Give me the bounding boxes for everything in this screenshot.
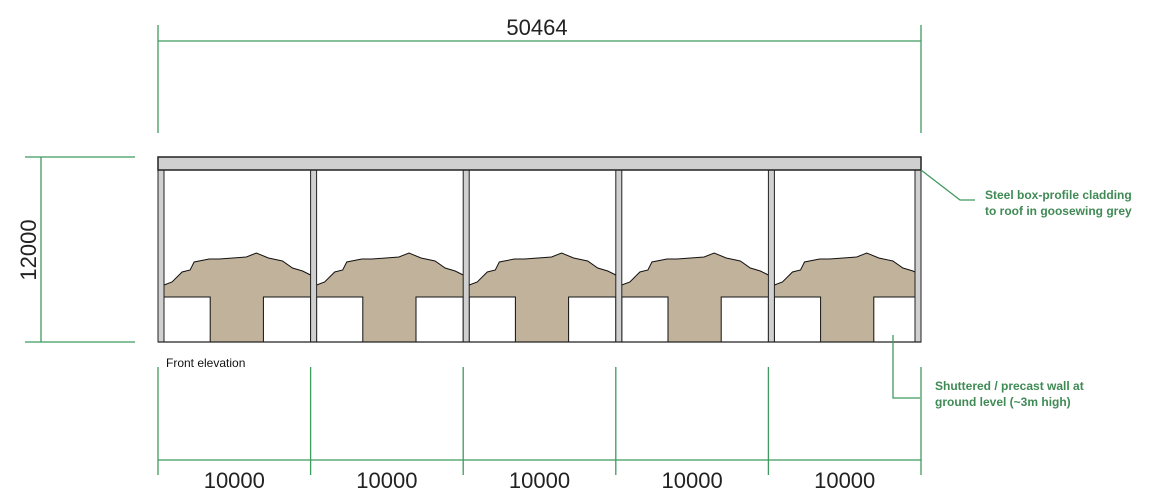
column	[767, 169, 775, 343]
annotation: Shuttered / precast wall at	[935, 379, 1084, 393]
bay-width-label: 10000	[204, 468, 265, 493]
column	[462, 169, 470, 343]
wall-panel	[468, 296, 516, 343]
wall-panel	[163, 296, 211, 343]
stockpile	[621, 253, 769, 297]
bay-width-label: 10000	[356, 468, 417, 493]
bays: 10000 10000 10000 10000 10000	[157, 169, 922, 493]
stockpile-base	[210, 297, 264, 342]
stockpile-outline	[316, 252, 464, 286]
stockpile	[774, 253, 921, 297]
height-label: 12000	[16, 219, 41, 280]
wall-panel	[415, 296, 464, 343]
stockpile-outline	[163, 252, 311, 286]
stockpile-base	[820, 297, 874, 342]
column	[157, 169, 165, 343]
annotation: to roof in goosewing grey	[985, 204, 1132, 218]
stockpile	[164, 253, 311, 297]
leader	[920, 169, 975, 201]
stockpile-base	[667, 297, 722, 342]
stockpile-outline	[621, 252, 769, 286]
column	[615, 169, 623, 343]
caption: Front elevation	[166, 356, 245, 370]
stockpile	[316, 253, 464, 297]
wall-panel	[568, 296, 617, 343]
stockpile-outline	[469, 252, 617, 286]
stockpile-base	[362, 297, 417, 342]
wall-panel	[773, 296, 822, 343]
roof	[157, 156, 922, 171]
bay-width-label: 10000	[509, 468, 570, 493]
stockpile-outline	[774, 252, 922, 286]
bay-width-label: 10000	[662, 468, 723, 493]
column	[914, 169, 922, 343]
bay-width-label: 10000	[814, 468, 875, 493]
wall-panel	[621, 296, 669, 343]
stockpile-base	[515, 297, 569, 342]
wall-panel	[316, 296, 364, 343]
leader	[892, 335, 920, 399]
wall-panel	[720, 296, 769, 343]
stockpile	[469, 253, 616, 297]
wall-panel	[262, 296, 312, 343]
wall-panel	[873, 296, 922, 343]
column	[310, 169, 318, 343]
annotation: ground level (~3m high)	[935, 395, 1071, 409]
annotation: Steel box-profile cladding	[985, 188, 1132, 202]
overall-width-label: 50464	[506, 15, 567, 40]
